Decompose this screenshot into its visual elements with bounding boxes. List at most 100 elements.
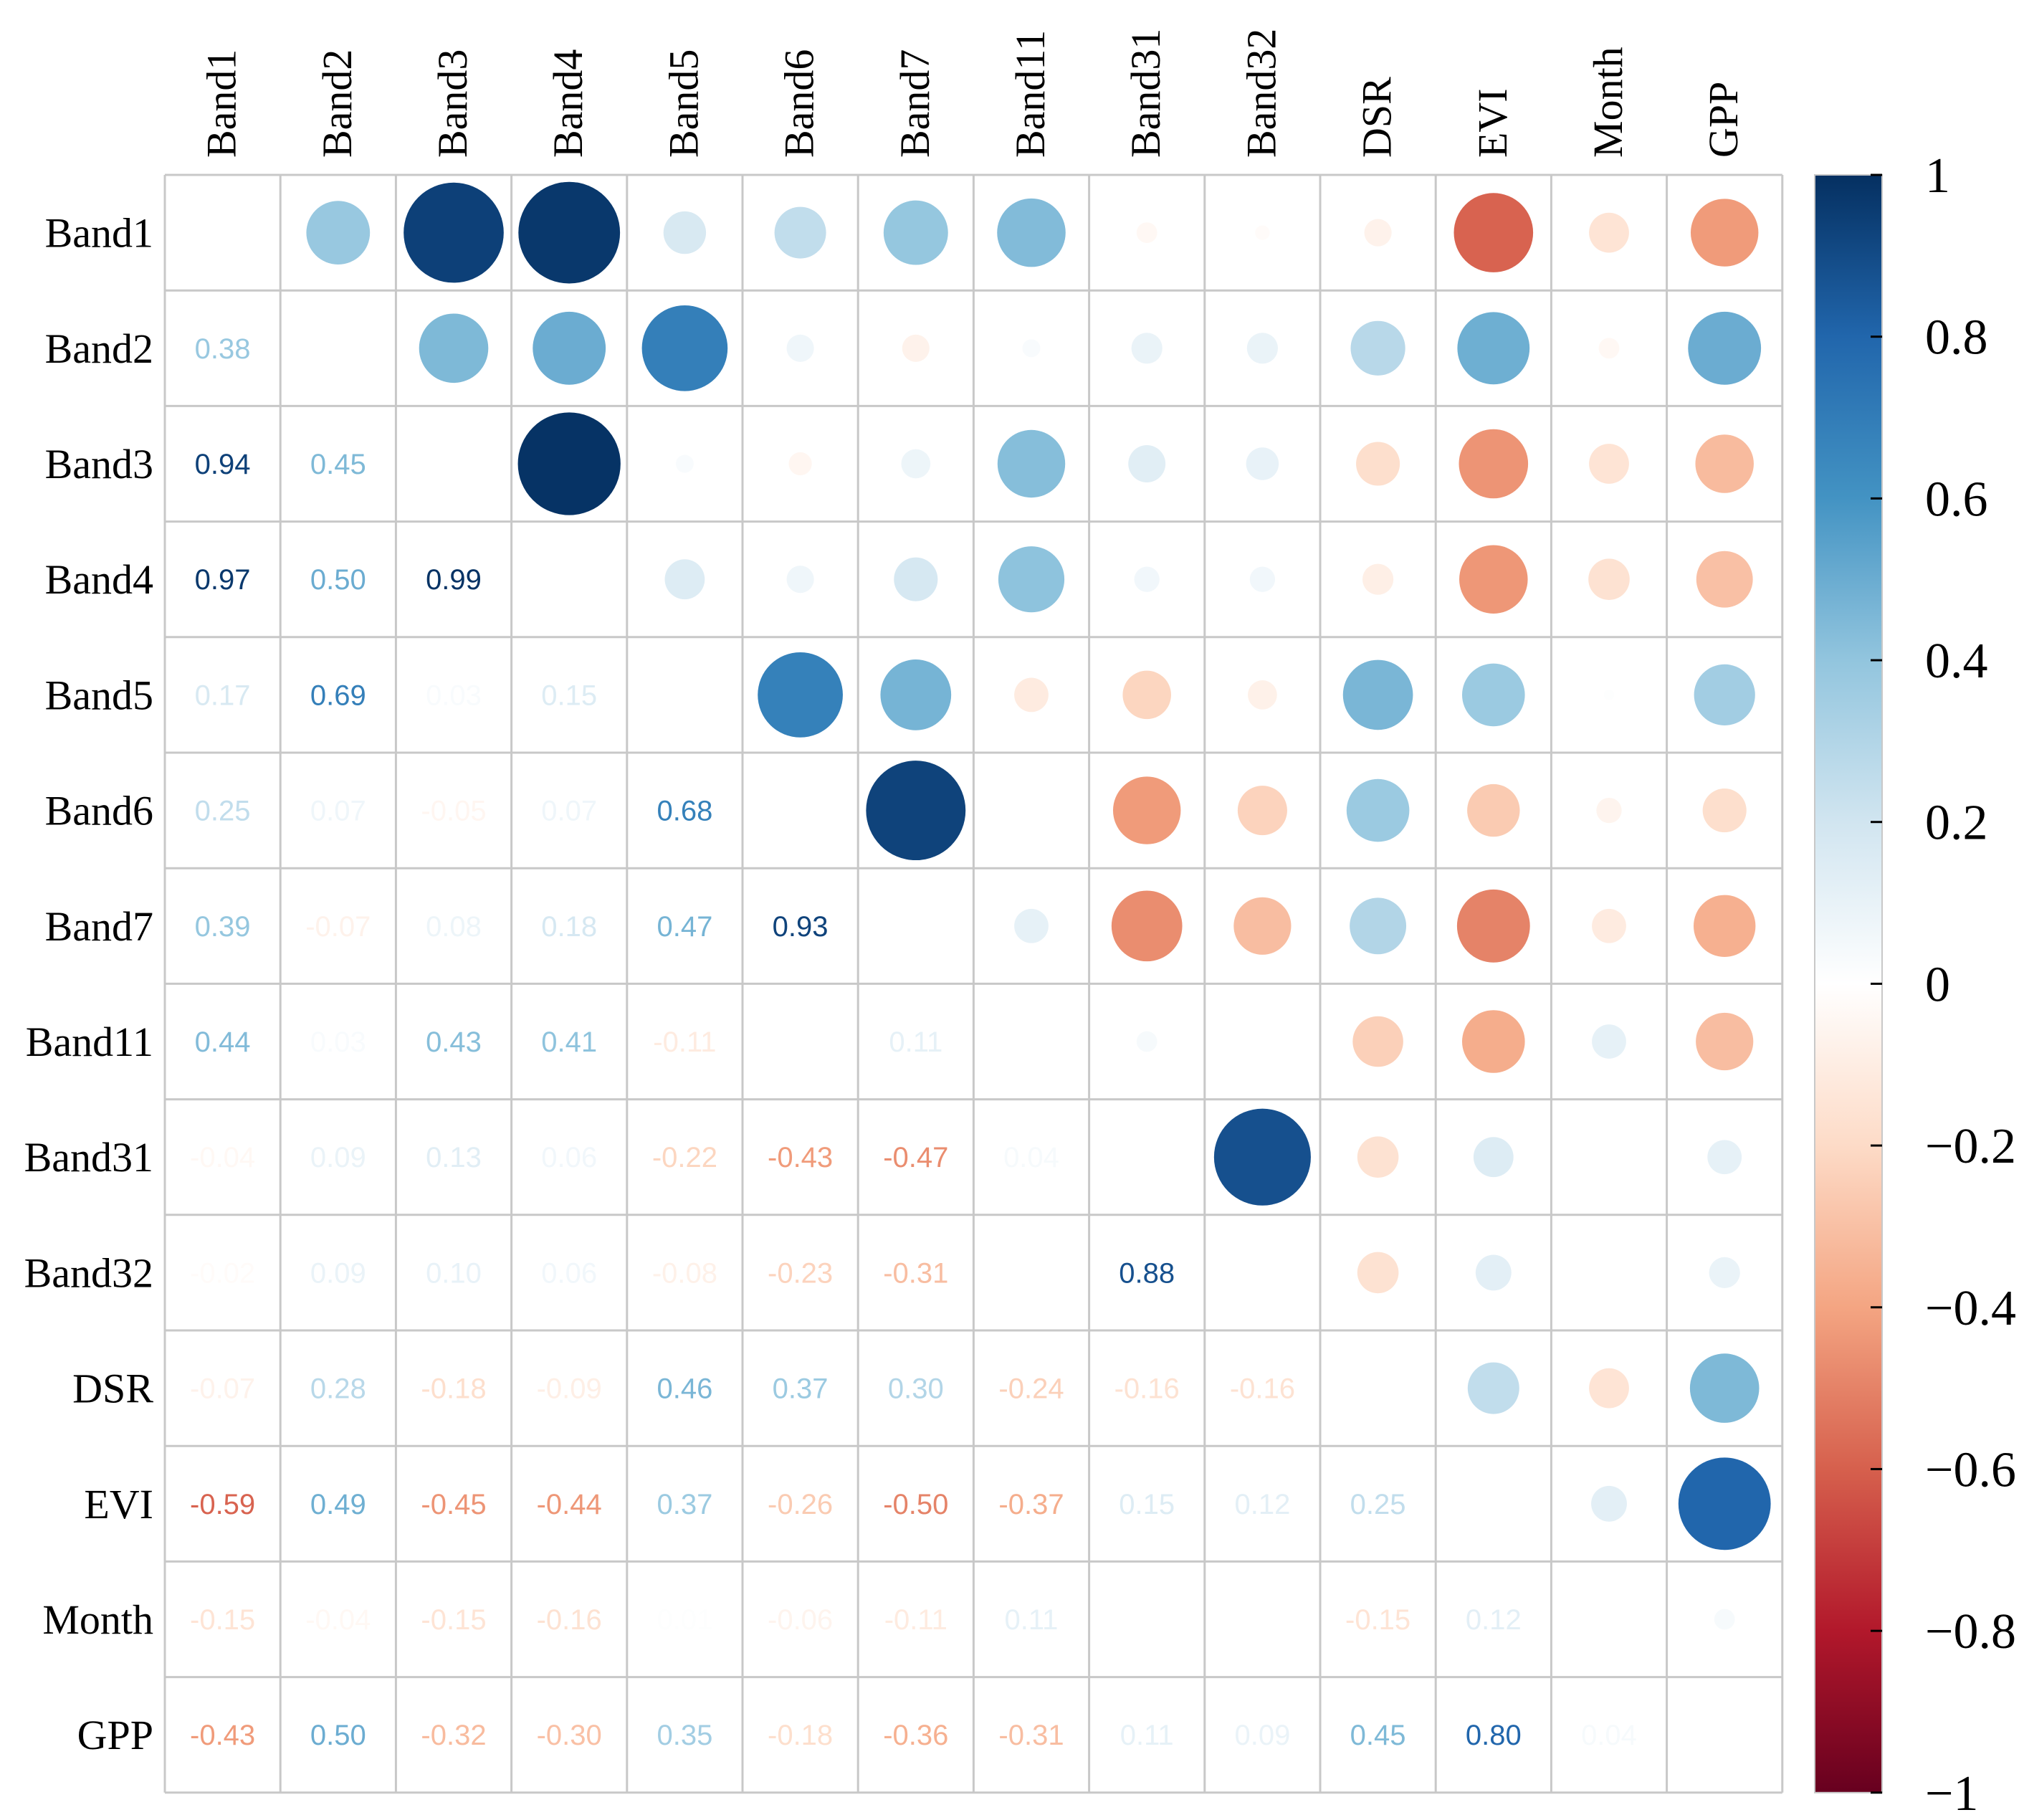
corr-value-month-evi: 0.12 xyxy=(1466,1604,1522,1636)
corr-circle-band1-band31 xyxy=(1136,222,1157,243)
corr-circle-band4-band32 xyxy=(1249,566,1276,592)
corr-circle-band5-dsr xyxy=(1342,659,1413,730)
corr-value-band11-band2: 0.03 xyxy=(310,1026,366,1058)
corr-value-gpp-band11: -0.31 xyxy=(998,1720,1064,1751)
corr-circle-band11-gpp xyxy=(1696,1012,1754,1071)
corr-circle-band5-band32 xyxy=(1248,680,1277,710)
corr-circle-band2-band7 xyxy=(902,334,930,362)
corr-circle-band2-band32 xyxy=(1246,333,1278,364)
corr-value-gpp-band5: 0.35 xyxy=(657,1720,712,1751)
colorbar-tick-label: 0.2 xyxy=(1925,796,1988,851)
corr-value-gpp-band32: 0.09 xyxy=(1234,1720,1290,1751)
corr-circle-band1-dsr xyxy=(1364,219,1392,247)
col-label-band11: Band11 xyxy=(1007,30,1054,158)
corr-value-band32-band6: -0.23 xyxy=(768,1257,833,1289)
corr-value-band3-band2: 0.45 xyxy=(310,449,366,480)
corr-value-gpp-dsr: 0.45 xyxy=(1350,1720,1406,1751)
corr-value-band11-band5: -0.11 xyxy=(653,1026,716,1058)
corr-circle-band6-month xyxy=(1596,797,1622,824)
row-label-band6: Band6 xyxy=(45,788,153,834)
corr-value-band32-band1: -0.02 xyxy=(190,1257,255,1289)
row-label-band3: Band3 xyxy=(45,441,153,487)
colorbar-tick-label: 1 xyxy=(1925,148,1950,204)
corr-value-band7-band3: 0.08 xyxy=(426,911,482,943)
corr-circle-band1-band6 xyxy=(774,206,826,259)
column-labels: Band1 Band2 Band3 Band4 Band5 Band6 Band7 Band1… xyxy=(199,29,1747,158)
corr-circle-band2-gpp xyxy=(1688,311,1762,385)
corr-circle-band1-evi xyxy=(1453,193,1534,272)
corr-value-gpp-band7: -0.36 xyxy=(883,1720,948,1751)
corr-circle-band3-band11 xyxy=(997,429,1066,498)
corr-circle-band3-band31 xyxy=(1128,445,1166,482)
corr-value-gpp-evi: 0.80 xyxy=(1466,1720,1522,1751)
corr-circle-band2-band31 xyxy=(1131,333,1163,364)
corr-value-evi-band1: -0.59 xyxy=(190,1489,255,1520)
corr-value-month-band11: 0.11 xyxy=(1005,1604,1059,1636)
corr-value-evi-band4: -0.44 xyxy=(537,1489,602,1520)
corr-value-month-band1: -0.15 xyxy=(190,1604,255,1636)
corr-circle-band7-band11 xyxy=(1014,908,1049,943)
corr-circle-band3-band32 xyxy=(1246,447,1279,480)
row-label-gpp: GPP xyxy=(77,1712,153,1758)
corr-circle-band1-month xyxy=(1589,212,1629,253)
corr-circle-band31-dsr xyxy=(1357,1136,1399,1178)
colorbar: 1 0.8 0.6 0.4 0.2 0 −0.2 −0.4 −0.6 −0.8 −1 xyxy=(1814,148,2016,1820)
col-label-band5: Band5 xyxy=(660,49,707,158)
corr-circle-band11-evi xyxy=(1462,1010,1525,1073)
corr-value-month-band7: -0.11 xyxy=(884,1604,947,1636)
corr-value-gpp-band3: -0.32 xyxy=(421,1720,486,1751)
corr-value-band32-band5: -0.08 xyxy=(652,1257,717,1289)
corr-value-band5-band3: 0.03 xyxy=(426,680,482,711)
corr-value-month-band4: -0.16 xyxy=(537,1604,602,1636)
row-label-band4: Band4 xyxy=(45,556,153,603)
corr-value-evi-band5: 0.37 xyxy=(657,1489,712,1520)
corr-circle-band4-band11 xyxy=(998,546,1065,613)
corr-value-evi-band31: 0.15 xyxy=(1119,1489,1175,1520)
corr-value-band7-band4: 0.18 xyxy=(541,911,597,943)
corr-circle-band5-band11 xyxy=(1014,677,1049,713)
corr-value-band11-band7: 0.11 xyxy=(889,1026,942,1058)
corr-circle-band1-band11 xyxy=(997,198,1066,267)
corr-value-band31-band11: 0.04 xyxy=(1003,1142,1059,1173)
corr-circle-band11-dsr xyxy=(1352,1016,1403,1067)
corr-circle-band6-band32 xyxy=(1237,786,1287,836)
colorbar-tick-label: 0.8 xyxy=(1925,310,1988,366)
corr-value-band5-band1: 0.17 xyxy=(195,680,251,711)
corr-value-evi-band11: -0.37 xyxy=(998,1489,1064,1520)
corr-circle-band2-band6 xyxy=(786,334,814,362)
row-label-evi: EVI xyxy=(84,1481,153,1528)
colorbar-tick-label: 0.6 xyxy=(1925,472,1988,527)
corr-value-band6-band3: -0.05 xyxy=(421,796,486,827)
corr-circle-band31-gpp xyxy=(1707,1140,1742,1175)
col-label-band32: Band32 xyxy=(1238,29,1284,158)
corr-circle-band1-band7 xyxy=(883,200,948,265)
row-labels: Band1 Band2 Band3 Band4 Band5 Band6 Band7 Band1… xyxy=(24,210,154,1759)
corr-circle-band32-gpp xyxy=(1709,1257,1740,1288)
corr-value-month-band3: -0.15 xyxy=(421,1604,486,1636)
corr-value-band32-band2: 0.09 xyxy=(310,1257,366,1289)
row-label-band32: Band32 xyxy=(24,1249,153,1296)
corr-circle-band2-month xyxy=(1598,338,1620,359)
corr-value-dsr-band4: -0.09 xyxy=(537,1373,602,1405)
row-label-month: Month xyxy=(42,1596,153,1643)
corr-value-gpp-band6: -0.18 xyxy=(768,1720,833,1751)
corr-circle-band1-band5 xyxy=(663,211,707,254)
corr-circle-band5-band7 xyxy=(880,659,952,730)
row-label-band1: Band1 xyxy=(45,210,153,257)
corr-value-dsr-band3: -0.18 xyxy=(421,1373,486,1405)
corr-circle-band4-month xyxy=(1588,558,1630,600)
corr-circle-band3-band7 xyxy=(901,449,931,479)
corr-value-month-dsr: -0.15 xyxy=(1345,1604,1410,1636)
corr-circle-band6-band31 xyxy=(1112,776,1181,844)
corr-value-band7-band6: 0.93 xyxy=(773,911,829,943)
corr-circle-band32-evi xyxy=(1475,1254,1512,1291)
corr-value-band32-band31: 0.88 xyxy=(1119,1257,1175,1289)
corr-value-band6-band2: 0.07 xyxy=(310,796,366,827)
corr-circle-band2-evi xyxy=(1457,312,1530,385)
matrix-grid xyxy=(163,173,1784,1794)
row-label-band5: Band5 xyxy=(45,672,153,718)
corr-circle-evi-month xyxy=(1591,1485,1627,1522)
row-label-band31: Band31 xyxy=(24,1134,153,1181)
corr-circle-band31-evi xyxy=(1473,1137,1514,1178)
corr-value-dsr-band11: -0.24 xyxy=(998,1373,1064,1405)
